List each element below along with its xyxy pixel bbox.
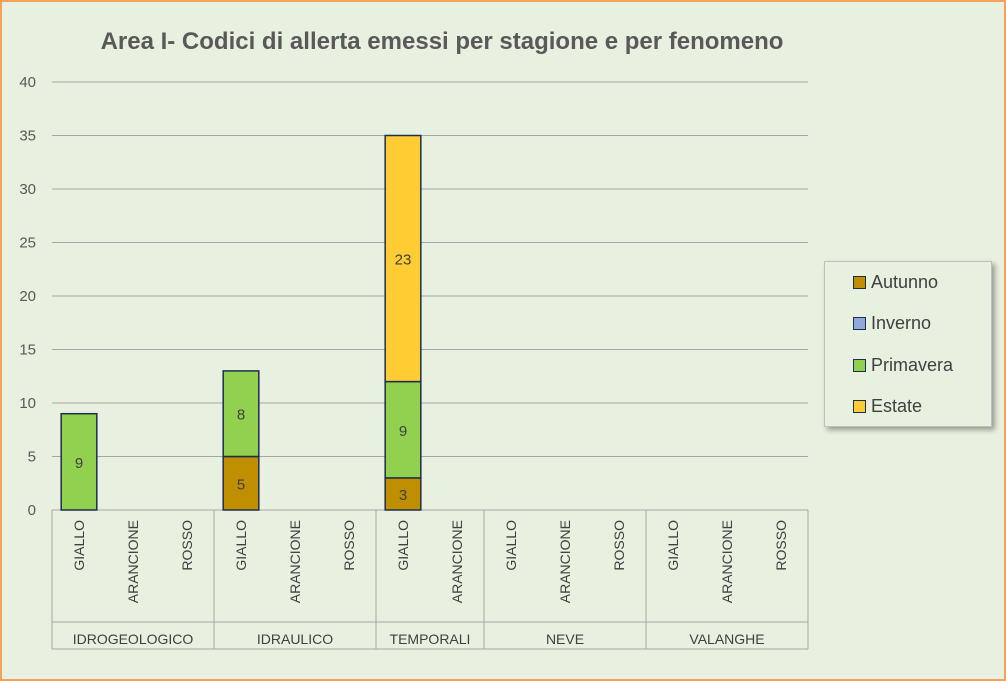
data-label: 8: [237, 407, 245, 424]
legend-swatch: [853, 317, 866, 330]
y-tick-label: 25: [19, 235, 36, 252]
legend-swatch: [853, 400, 866, 413]
legend-label: Primavera: [871, 354, 954, 375]
category-label: GIALLO: [665, 520, 681, 571]
category-label: ROSSO: [341, 520, 357, 571]
legend-swatch: [853, 358, 866, 372]
data-label: 3: [399, 487, 407, 504]
legend-label: Autunno: [871, 271, 939, 292]
legend-label: Estate: [871, 396, 923, 416]
data-label: 9: [75, 455, 83, 472]
category-label: ARANCIONE: [449, 520, 465, 603]
legend-item-estate: Estate: [853, 396, 922, 418]
category-label: ARANCIONE: [557, 520, 573, 603]
legend-swatch: [853, 275, 866, 289]
y-tick-label: 15: [19, 342, 36, 359]
y-tick-label: 40: [19, 74, 36, 91]
legend-item-primavera: Primavera: [853, 354, 953, 376]
category-label: ARANCIONE: [287, 520, 303, 603]
bar-segment-autunno: [222, 455, 260, 511]
category-label: GIALLO: [233, 520, 249, 571]
bar-segment-autunno: [384, 477, 422, 511]
bar-segment-primavera: [60, 412, 98, 511]
data-label: 5: [237, 476, 245, 493]
category-label: GIALLO: [503, 520, 519, 571]
group-label: NEVE: [546, 631, 584, 647]
y-tick-label: 0: [28, 502, 36, 519]
data-label: 9: [399, 423, 407, 440]
category-label: ARANCIONE: [719, 520, 735, 603]
y-tick-label: 30: [19, 181, 36, 198]
data-label: 23: [395, 252, 412, 269]
bar-segment-estate: [384, 134, 422, 383]
category-label: ARANCIONE: [125, 520, 141, 603]
group-label: TEMPORALI: [390, 631, 471, 647]
category-label: ROSSO: [611, 520, 627, 571]
category-label: GIALLO: [395, 520, 411, 571]
legend-label: Inverno: [871, 313, 932, 333]
y-tick-label: 10: [19, 395, 36, 412]
y-tick-label: 20: [19, 288, 36, 305]
chart-legend: Autunno Inverno Primavera Estate: [824, 261, 992, 427]
legend-item-inverno: Inverno: [853, 313, 931, 335]
bar-segment-primavera: [222, 370, 260, 458]
group-label: IDROGEOLOGICO: [73, 631, 194, 647]
category-label: GIALLO: [71, 520, 87, 571]
y-tick-label: 5: [28, 449, 36, 466]
group-label: IDRAULICO: [257, 631, 333, 647]
category-label: ROSSO: [773, 520, 789, 571]
legend-item-autunno: Autunno: [853, 271, 938, 293]
category-label: ROSSO: [179, 520, 195, 571]
chart-title: Area I- Codici di allerta emessi per sta…: [100, 28, 784, 55]
y-tick-label: 35: [19, 128, 36, 145]
group-label: VALANGHE: [689, 631, 764, 647]
